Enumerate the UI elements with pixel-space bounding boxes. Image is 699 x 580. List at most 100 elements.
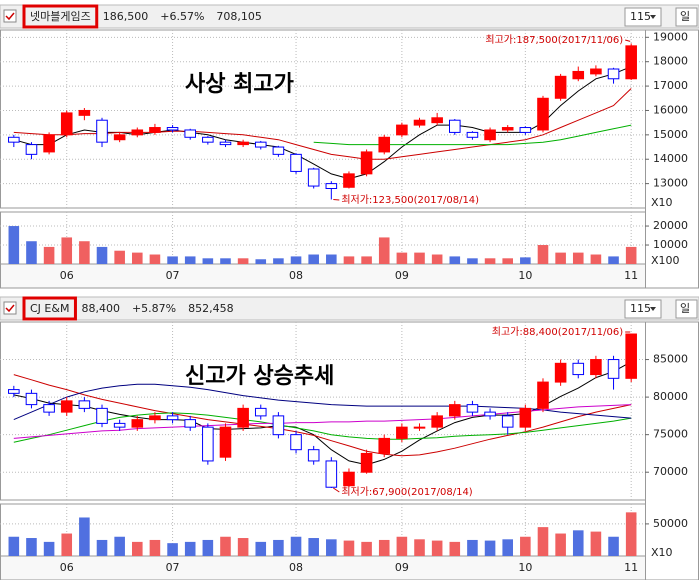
volume-bar xyxy=(467,539,478,556)
volume-bar xyxy=(184,256,196,264)
y-axis-pane xyxy=(645,29,699,289)
volume-bar xyxy=(484,540,496,556)
y-tick-label: 16000 xyxy=(653,103,688,116)
unit-button[interactable] xyxy=(675,7,698,27)
min-arrow xyxy=(333,198,340,201)
volume-bar xyxy=(202,539,214,556)
volume-bar xyxy=(149,254,161,264)
unit-button[interactable] xyxy=(675,299,698,319)
volume-bar xyxy=(43,246,55,264)
header-volume: 852,458 xyxy=(188,302,234,315)
volume-bar xyxy=(326,539,337,556)
x-tick-label: 08 xyxy=(289,269,303,282)
volume-bar xyxy=(114,536,125,556)
period-select[interactable] xyxy=(624,7,662,27)
volume-bar xyxy=(361,256,372,264)
volume-bar xyxy=(290,536,302,556)
volume-bar xyxy=(255,541,267,556)
candle-body xyxy=(501,415,514,428)
candle-body xyxy=(307,168,320,187)
candle-body xyxy=(554,75,567,99)
x-tick-label: 06 xyxy=(60,561,74,574)
y-tick-label: 50000 xyxy=(653,517,688,530)
volume-bar xyxy=(220,536,231,556)
candle-body xyxy=(8,136,20,143)
checkbox[interactable] xyxy=(3,9,17,23)
volume-bar xyxy=(555,533,566,556)
volume-bar xyxy=(8,226,20,264)
x-tick-label: 11 xyxy=(624,269,638,282)
stock-name-box[interactable] xyxy=(22,4,99,29)
volume-bar xyxy=(396,252,408,264)
candle-body xyxy=(572,70,585,80)
candle-body xyxy=(290,153,302,172)
candle-body xyxy=(202,136,214,143)
candle-body xyxy=(360,452,373,473)
volume-bar xyxy=(114,250,125,264)
checkbox[interactable] xyxy=(3,301,17,315)
volume-bar xyxy=(537,527,549,556)
stock-name: 넷마블게임즈 xyxy=(30,10,91,23)
candle-body xyxy=(25,144,38,155)
period-select[interactable] xyxy=(624,299,662,319)
candle-body xyxy=(113,134,126,141)
volume-bar xyxy=(273,258,284,264)
volume-bar xyxy=(537,245,549,264)
y-tick-label: 80000 xyxy=(653,390,688,403)
volume-bar xyxy=(61,533,73,556)
candle-body xyxy=(590,359,602,376)
candle-body xyxy=(590,68,602,75)
volume-bar xyxy=(572,252,584,264)
volume-bar xyxy=(255,259,267,264)
y-tick-label: 85000 xyxy=(653,353,688,366)
volume-bar xyxy=(520,536,531,556)
candle-body xyxy=(413,119,426,126)
price-unit: X10 xyxy=(651,196,673,209)
y-tick-label: 13000 xyxy=(653,177,688,190)
candle-body xyxy=(237,407,249,428)
volume-bar xyxy=(414,539,425,556)
volume-bar xyxy=(43,541,55,556)
volume-bar xyxy=(361,541,372,556)
candle-body xyxy=(307,449,320,462)
volume-bar xyxy=(220,258,231,264)
candle-body xyxy=(484,129,496,141)
header-change: +5.87% xyxy=(132,302,176,315)
candle-body xyxy=(378,437,391,454)
stock-name-box[interactable] xyxy=(22,296,77,321)
min-arrow xyxy=(333,487,340,493)
candle-body xyxy=(78,109,91,116)
max-annotation: 최고가:187,500(2017/11/06) xyxy=(485,34,623,46)
toolbar xyxy=(0,296,699,321)
volume-bar xyxy=(625,246,637,264)
dropdown-arrow xyxy=(650,307,656,311)
x-tick-label: 09 xyxy=(395,269,409,282)
candle-body xyxy=(237,141,249,146)
check-mark xyxy=(5,304,15,313)
candle-body xyxy=(60,112,73,136)
y-tick-label: 20000 xyxy=(653,219,688,232)
header-volume: 708,105 xyxy=(216,10,262,23)
volume-bar xyxy=(308,538,319,556)
volume-bar xyxy=(308,254,319,264)
dropdown-arrow xyxy=(650,15,656,19)
candle-body xyxy=(43,134,55,153)
candle-body xyxy=(431,117,443,124)
candle-body xyxy=(466,404,479,413)
x-tick-label: 07 xyxy=(166,561,180,574)
candle-body xyxy=(149,415,161,421)
volume-bar xyxy=(26,241,37,264)
header-price: 88,400 xyxy=(81,302,120,315)
x-tick-label: 11 xyxy=(624,561,638,574)
candle-body xyxy=(184,129,197,138)
volume-bar xyxy=(484,258,496,264)
candle-body xyxy=(607,68,620,80)
candle-body xyxy=(325,183,338,189)
candle-body xyxy=(78,400,91,409)
check-mark xyxy=(5,12,15,21)
candle-body xyxy=(131,419,144,428)
volume-bar xyxy=(26,538,37,556)
volume-bar xyxy=(572,530,584,556)
volume-bar xyxy=(555,252,566,264)
candle-body xyxy=(378,136,391,153)
